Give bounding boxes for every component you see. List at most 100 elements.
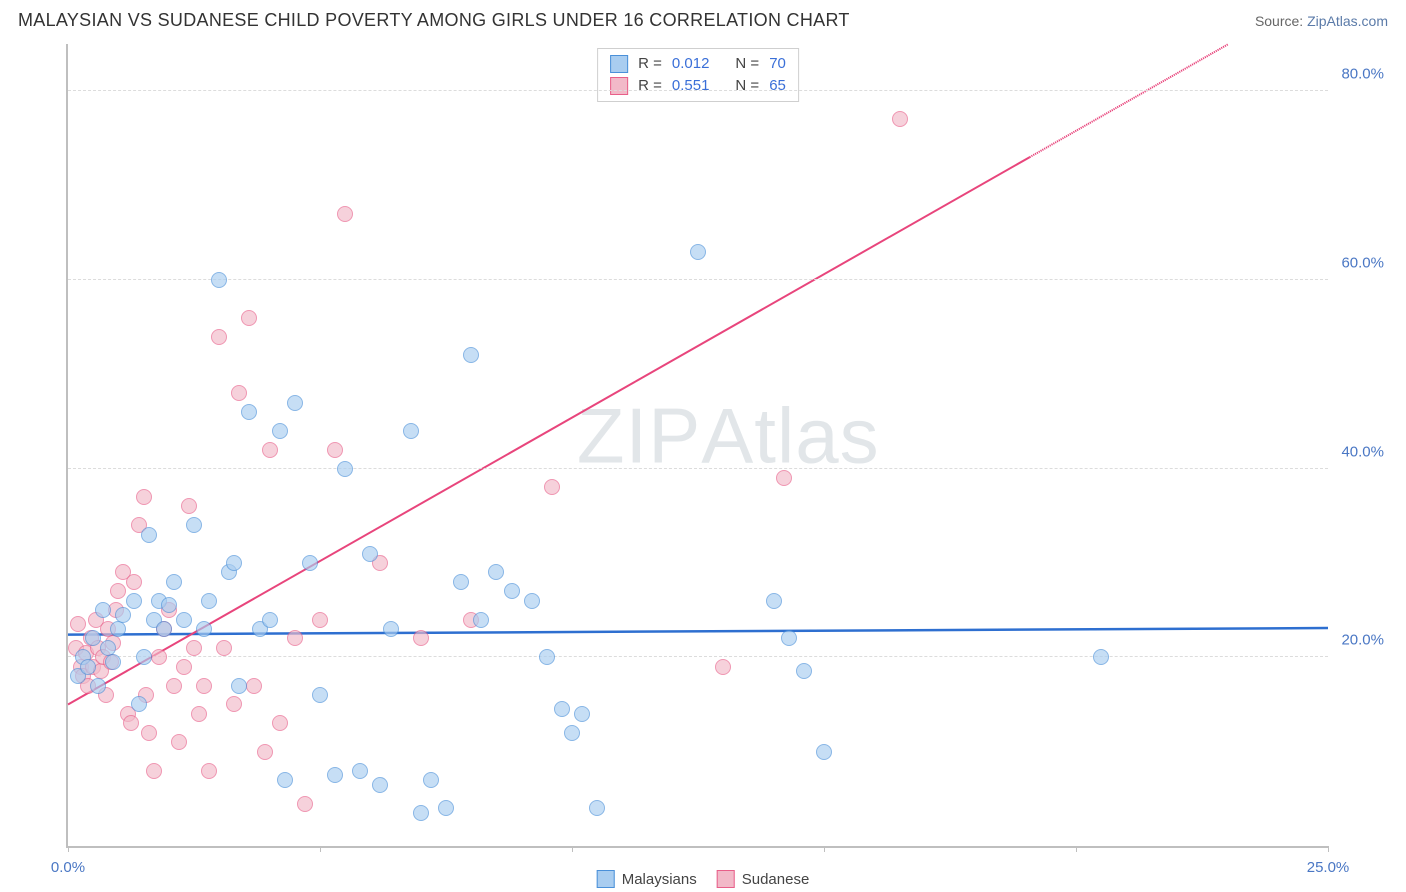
y-tick-label: 80.0% xyxy=(1334,66,1384,83)
legend-row-malaysians: R = 0.012 N = 70 xyxy=(610,53,786,75)
scatter-point-sudanese xyxy=(262,442,278,458)
scatter-point-malaysians xyxy=(554,701,570,717)
scatter-point-malaysians xyxy=(241,404,257,420)
swatch-sudanese xyxy=(610,77,628,95)
gridline-h xyxy=(68,90,1328,91)
legend-item-malaysians: Malaysians xyxy=(597,870,697,888)
scatter-point-sudanese xyxy=(257,744,273,760)
scatter-point-sudanese xyxy=(272,715,288,731)
swatch-malaysians xyxy=(597,870,615,888)
scatter-point-sudanese xyxy=(312,612,328,628)
scatter-point-malaysians xyxy=(564,725,580,741)
legend-label-sudanese: Sudanese xyxy=(742,871,810,888)
r-value-sudanese: 0.551 xyxy=(672,75,710,97)
x-tick-mark xyxy=(1076,846,1077,852)
trend-line xyxy=(1030,44,1229,157)
scatter-point-malaysians xyxy=(816,744,832,760)
scatter-point-malaysians xyxy=(176,612,192,628)
series-legend: Malaysians Sudanese xyxy=(597,870,810,888)
scatter-point-malaysians xyxy=(372,777,388,793)
scatter-point-sudanese xyxy=(181,498,197,514)
scatter-point-sudanese xyxy=(136,489,152,505)
legend-label-malaysians: Malaysians xyxy=(622,871,697,888)
scatter-point-malaysians xyxy=(287,395,303,411)
scatter-point-malaysians xyxy=(302,555,318,571)
scatter-point-sudanese xyxy=(201,763,217,779)
chart-container: Child Poverty Among Girls Under 16 ZIPAt… xyxy=(18,44,1388,892)
scatter-point-malaysians xyxy=(504,583,520,599)
scatter-point-malaysians xyxy=(312,687,328,703)
scatter-point-malaysians xyxy=(463,347,479,363)
plot-area: ZIPAtlas R = 0.012 N = 70 R = 0.551 N = … xyxy=(66,44,1328,848)
x-tick-label: 0.0% xyxy=(51,859,85,876)
scatter-point-malaysians xyxy=(186,517,202,533)
scatter-point-sudanese xyxy=(110,583,126,599)
scatter-point-sudanese xyxy=(231,385,247,401)
source-attribution: Source: ZipAtlas.com xyxy=(1255,13,1388,29)
scatter-point-malaysians xyxy=(115,607,131,623)
scatter-point-sudanese xyxy=(191,706,207,722)
y-tick-label: 20.0% xyxy=(1334,632,1384,649)
scatter-point-sudanese xyxy=(70,616,86,632)
x-tick-mark xyxy=(824,846,825,852)
scatter-point-malaysians xyxy=(262,612,278,628)
x-tick-mark xyxy=(572,846,573,852)
n-label: N = xyxy=(735,53,759,75)
correlation-legend: R = 0.012 N = 70 R = 0.551 N = 65 xyxy=(597,48,799,102)
scatter-point-sudanese xyxy=(337,206,353,222)
chart-title: MALAYSIAN VS SUDANESE CHILD POVERTY AMON… xyxy=(18,10,850,31)
scatter-point-malaysians xyxy=(383,621,399,637)
scatter-point-sudanese xyxy=(211,329,227,345)
scatter-point-malaysians xyxy=(403,423,419,439)
scatter-point-malaysians xyxy=(796,663,812,679)
scatter-point-sudanese xyxy=(171,734,187,750)
scatter-point-malaysians xyxy=(589,800,605,816)
gridline-h xyxy=(68,656,1328,657)
scatter-point-malaysians xyxy=(105,654,121,670)
legend-item-sudanese: Sudanese xyxy=(717,870,810,888)
legend-row-sudanese: R = 0.551 N = 65 xyxy=(610,75,786,97)
x-tick-mark xyxy=(320,846,321,852)
scatter-point-sudanese xyxy=(123,715,139,731)
scatter-point-malaysians xyxy=(488,564,504,580)
scatter-point-malaysians xyxy=(226,555,242,571)
r-label: R = xyxy=(638,75,662,97)
scatter-point-malaysians xyxy=(80,659,96,675)
scatter-point-malaysians xyxy=(453,574,469,590)
swatch-malaysians xyxy=(610,55,628,73)
scatter-point-sudanese xyxy=(297,796,313,812)
trend-line xyxy=(68,157,1030,704)
scatter-point-sudanese xyxy=(287,630,303,646)
scatter-point-malaysians xyxy=(413,805,429,821)
scatter-point-sudanese xyxy=(544,479,560,495)
scatter-point-sudanese xyxy=(226,696,242,712)
x-tick-label: 25.0% xyxy=(1307,859,1350,876)
scatter-point-sudanese xyxy=(776,470,792,486)
y-tick-label: 40.0% xyxy=(1334,443,1384,460)
scatter-point-malaysians xyxy=(362,546,378,562)
scatter-point-sudanese xyxy=(216,640,232,656)
scatter-point-sudanese xyxy=(166,678,182,694)
scatter-point-malaysians xyxy=(781,630,797,646)
scatter-point-malaysians xyxy=(90,678,106,694)
scatter-point-malaysians xyxy=(524,593,540,609)
scatter-point-sudanese xyxy=(186,640,202,656)
scatter-point-malaysians xyxy=(95,602,111,618)
scatter-point-sudanese xyxy=(196,678,212,694)
source-label: Source: xyxy=(1255,13,1307,29)
gridline-h xyxy=(68,279,1328,280)
scatter-point-sudanese xyxy=(141,725,157,741)
scatter-point-malaysians xyxy=(156,621,172,637)
n-value-sudanese: 65 xyxy=(769,75,786,97)
y-tick-label: 60.0% xyxy=(1334,254,1384,271)
scatter-point-sudanese xyxy=(246,678,262,694)
scatter-point-malaysians xyxy=(352,763,368,779)
scatter-point-malaysians xyxy=(438,800,454,816)
n-label: N = xyxy=(735,75,759,97)
scatter-point-malaysians xyxy=(196,621,212,637)
scatter-point-malaysians xyxy=(131,696,147,712)
scatter-point-malaysians xyxy=(337,461,353,477)
r-value-malaysians: 0.012 xyxy=(672,53,710,75)
scatter-point-sudanese xyxy=(126,574,142,590)
scatter-point-malaysians xyxy=(473,612,489,628)
